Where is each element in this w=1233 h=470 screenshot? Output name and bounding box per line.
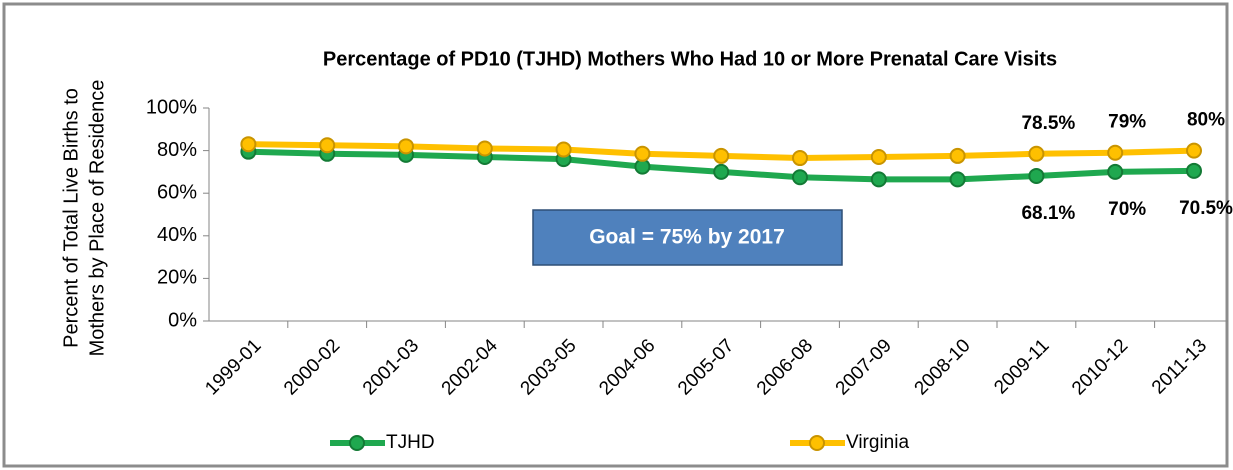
y-tick-label: 20% <box>157 267 197 289</box>
point-marker <box>1107 163 1124 180</box>
point-marker <box>240 136 257 153</box>
chart-title: Percentage of PD10 (TJHD) Mothers Who Ha… <box>323 48 1057 70</box>
point-marker <box>792 150 808 167</box>
point-marker <box>1028 167 1045 184</box>
data-label: 78.5% <box>1021 113 1075 134</box>
goal-annotation: Goal = 75% by 2017 <box>589 226 785 249</box>
y-tick-label: 80% <box>157 139 197 161</box>
point-marker <box>1186 142 1202 159</box>
point-marker <box>1028 145 1045 162</box>
point-marker <box>634 145 651 162</box>
data-label: 68.1% <box>1021 203 1075 224</box>
point-marker <box>398 138 414 155</box>
point-marker <box>949 147 966 164</box>
point-marker <box>1186 162 1202 179</box>
legend-marker <box>349 435 365 451</box>
point-marker <box>870 148 887 165</box>
point-marker <box>792 169 808 186</box>
point-marker <box>1107 144 1124 161</box>
legend-label: Virginia <box>846 432 909 453</box>
point-marker <box>949 171 966 188</box>
legend-marker <box>809 435 825 451</box>
y-tick-label: 0% <box>168 309 197 331</box>
y-tick-label: 40% <box>157 224 197 246</box>
data-label: 70.5% <box>1179 198 1233 219</box>
point-marker <box>870 171 887 188</box>
data-label: 70% <box>1108 199 1146 220</box>
y-axis-label: Mothers by Place of Residence <box>86 80 108 357</box>
point-marker <box>555 141 572 158</box>
point-marker <box>476 140 493 157</box>
data-label: 79% <box>1108 112 1146 133</box>
y-tick-label: 100% <box>146 96 197 118</box>
point-marker <box>319 137 336 154</box>
point-marker <box>713 147 730 164</box>
y-tick-label: 60% <box>157 181 197 203</box>
goal-box <box>532 209 843 266</box>
data-label: 80% <box>1187 110 1225 131</box>
legend-label: TJHD <box>386 432 435 453</box>
y-axis-label: Percent of Total Live Births to <box>60 88 82 348</box>
point-marker <box>713 163 730 180</box>
